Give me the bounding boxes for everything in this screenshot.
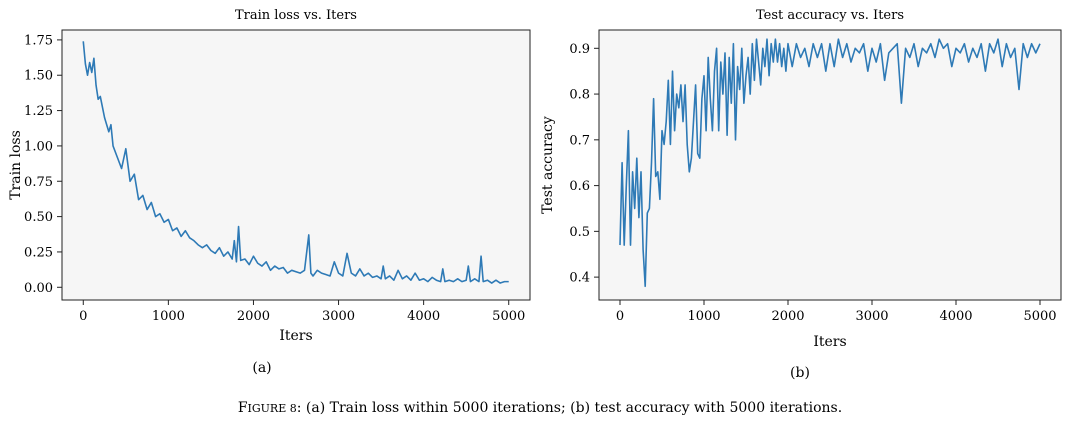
caption-label: FIGURE 8 — [238, 400, 297, 416]
chart-train-loss: 0 1000 2000 3000 4000 5000 0.00 0.25 0.50 0.75 1.0… — [8, 8, 531, 376]
y-tick-label-test-accuracy: 0.5 — [569, 225, 590, 240]
x-tick-label-train-loss: 1000 — [152, 309, 185, 324]
x-tick-label-train-loss: 2000 — [237, 309, 270, 324]
x-tick-label-test-accuracy: 3000 — [855, 309, 888, 324]
x-axis-label-train-loss: Iters — [279, 328, 312, 344]
panel-label-a: (a) — [252, 360, 271, 376]
y-tick-label-test-accuracy: 0.4 — [569, 271, 590, 286]
ticks-train-loss: 0 1000 2000 3000 4000 5000 0.00 0.25 0.50 0.75 1.0… — [24, 33, 525, 324]
figure-caption: FIGURE 8: (a) Train loss within 5000 ite… — [238, 400, 842, 416]
x-tick-label-train-loss: 3000 — [322, 309, 355, 324]
y-tick-label-train-loss: 0.00 — [24, 281, 53, 296]
chart-title-train-loss: Train loss vs. Iters — [235, 8, 357, 23]
x-tick-label-train-loss: 5000 — [492, 309, 525, 324]
plot-area-test-accuracy — [598, 29, 1062, 301]
x-tick-label-test-accuracy: 5000 — [1023, 309, 1056, 324]
y-tick-label-train-loss: 0.75 — [24, 175, 53, 190]
caption-body: : (a) Train loss within 5000 iterations;… — [297, 400, 842, 416]
ticks-test-accuracy: 0 1000 2000 3000 4000 5000 0.4 0.5 0.6 0.7 0.8 0.9 — [569, 42, 1056, 324]
chart-test-accuracy: 0 1000 2000 3000 4000 50000.40.50.60.70.80.9 … — [540, 8, 1062, 381]
y-tick-label-train-loss: 1.00 — [24, 139, 53, 154]
y-axis-label-train-loss: Train loss — [8, 130, 24, 200]
x-axis-label-test-accuracy: Iters — [813, 334, 846, 350]
train-loss-line — [82, 41, 509, 284]
x-tick-label-train-loss: 4000 — [407, 309, 440, 324]
y-tick-label-train-loss: 0.25 — [24, 245, 53, 260]
y-tick-label-train-loss: 0.50 — [24, 210, 53, 225]
y-axis-label-test-accuracy: Test accuracy — [540, 116, 556, 214]
x-tick-label-test-accuracy: 1000 — [687, 309, 720, 324]
x-tick-label-test-accuracy: 4000 — [939, 309, 972, 324]
y-tick-label-test-accuracy: 0.9 — [569, 42, 590, 57]
y-tick-label-test-accuracy: 0.7 — [569, 133, 590, 148]
panel-label-b: (b) — [790, 365, 810, 381]
y-tick-label-train-loss: 1.25 — [24, 104, 53, 119]
chart-title-test-accuracy: Test accuracy vs. Iters — [756, 8, 904, 23]
y-tick-label-train-loss: 1.75 — [24, 33, 53, 48]
x-tick-label-test-accuracy: 2000 — [771, 309, 804, 324]
y-tick-label-test-accuracy: 0.8 — [569, 88, 590, 103]
test-accuracy-line — [619, 38, 1041, 288]
plot-area-train-loss — [61, 29, 531, 301]
x-tick-label-test-accuracy: 0 — [616, 309, 624, 324]
x-tick-label-train-loss: 0 — [79, 309, 87, 324]
y-tick-label-test-accuracy: 0.6 — [569, 179, 590, 194]
y-tick-label-train-loss: 1.50 — [24, 69, 53, 84]
